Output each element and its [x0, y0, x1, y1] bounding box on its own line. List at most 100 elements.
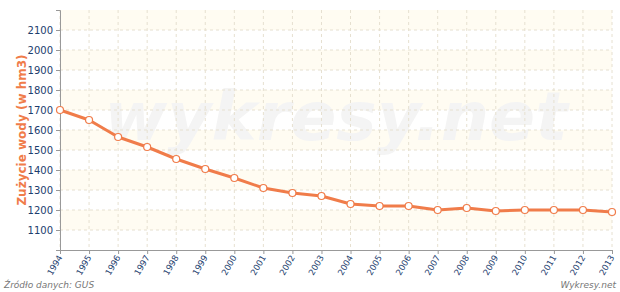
tick: 1998 — [161, 250, 180, 277]
tick-mark — [56, 70, 60, 71]
tick-label: 1900 — [28, 65, 53, 76]
chart: wykresy.net11001200130014001500160017001… — [0, 0, 620, 292]
marker — [115, 134, 122, 141]
marker — [347, 201, 354, 208]
grid-line — [379, 10, 380, 250]
marker — [434, 207, 441, 214]
tick-label: 1500 — [28, 145, 53, 156]
tick-label: 2011 — [539, 253, 558, 277]
source: Źródło danych: GUS — [3, 279, 94, 290]
tick-mark — [525, 250, 526, 254]
tick: 1999 — [190, 250, 209, 277]
tick: 2011 — [539, 250, 558, 277]
grid-line — [60, 50, 612, 51]
tick: 1800 — [28, 85, 60, 96]
tick-mark — [263, 250, 264, 254]
marker — [173, 156, 180, 163]
tick-mark — [56, 230, 60, 231]
tick-label: 2012 — [568, 253, 587, 277]
grid-line — [60, 90, 612, 91]
tick-label: 2013 — [597, 253, 616, 277]
tick: 2000 — [219, 250, 238, 277]
tick-label: 2004 — [335, 253, 354, 277]
tick: 2000 — [28, 45, 60, 56]
grid-line — [60, 230, 612, 231]
tick-mark — [583, 250, 584, 254]
marker — [318, 193, 325, 200]
grid-line — [466, 10, 467, 250]
tick: 1500 — [28, 145, 60, 156]
tick-mark — [496, 250, 497, 254]
band — [60, 10, 612, 30]
tick: 1997 — [132, 250, 151, 277]
tick-label: 2010 — [510, 253, 529, 277]
tick-mark — [467, 250, 468, 254]
tick: 1100 — [28, 225, 60, 236]
tick-mark — [56, 130, 60, 131]
tick-label: 2000 — [219, 253, 238, 277]
tick-mark — [176, 250, 177, 254]
marker — [86, 117, 93, 124]
tick: 1995 — [74, 250, 93, 277]
tick: 2007 — [423, 250, 442, 277]
tick-label: 1400 — [28, 165, 53, 176]
tick: 2005 — [365, 250, 384, 277]
tick-mark — [56, 150, 60, 151]
tick-mark — [56, 90, 60, 91]
tick: 1300 — [28, 185, 60, 196]
tick: 1994 — [45, 250, 64, 277]
tick-mark — [351, 250, 352, 254]
grid-line — [60, 130, 612, 131]
marker — [202, 166, 209, 173]
tick-mark — [234, 250, 235, 254]
tick-mark — [205, 250, 206, 254]
grid-line — [89, 10, 90, 250]
tick-mark — [56, 50, 60, 51]
marker — [144, 144, 151, 151]
tick: 2001 — [248, 250, 267, 277]
tick-label: 1998 — [161, 253, 180, 277]
tick-mark — [56, 30, 60, 31]
grid-line — [263, 10, 264, 250]
tick: 1700 — [28, 105, 60, 116]
axis-line — [61, 251, 613, 255]
bands — [60, 10, 612, 230]
marker — [550, 207, 557, 214]
tick: 1600 — [28, 125, 60, 136]
y-axis: 1100 1200 1300 1400 1500 1600 1700 1800 1900 2000… — [28, 11, 61, 251]
tick-mark — [554, 250, 555, 254]
marker — [579, 207, 586, 214]
tick-label: 1700 — [28, 105, 53, 116]
marker — [231, 175, 238, 182]
tick-label: 2009 — [481, 253, 500, 277]
tick-mark — [292, 250, 293, 254]
watermark: wykresy.net — [104, 77, 570, 156]
grid-line — [176, 10, 177, 250]
line — [60, 110, 612, 212]
grid-line — [60, 170, 612, 171]
tick: 2004 — [335, 250, 354, 277]
tick: 2012 — [568, 250, 587, 277]
tick: 2003 — [306, 250, 325, 277]
tick-label: 2000 — [28, 45, 53, 56]
tick-label: 2003 — [306, 253, 325, 277]
tick: 2013 — [597, 250, 616, 277]
tick-mark — [56, 170, 60, 171]
grid-line — [408, 10, 409, 250]
marker — [492, 208, 499, 215]
tick: 2009 — [481, 250, 500, 277]
y-axis-title: Zużycie wody (w hm3) — [15, 54, 29, 205]
grid-line — [321, 10, 322, 250]
tick-label: 1100 — [28, 225, 53, 236]
tick-label: 1600 — [28, 125, 53, 136]
tick: 1200 — [28, 205, 60, 216]
tick-label: 2007 — [423, 253, 442, 277]
grid-line — [147, 10, 148, 250]
credit: Wykresy.net — [560, 280, 616, 290]
tick-mark — [89, 250, 90, 254]
tick: 2100 — [28, 25, 60, 36]
tick-label: 2001 — [248, 253, 267, 277]
grid-line — [350, 10, 351, 250]
band — [60, 170, 612, 190]
tick-label: 1995 — [74, 253, 93, 277]
